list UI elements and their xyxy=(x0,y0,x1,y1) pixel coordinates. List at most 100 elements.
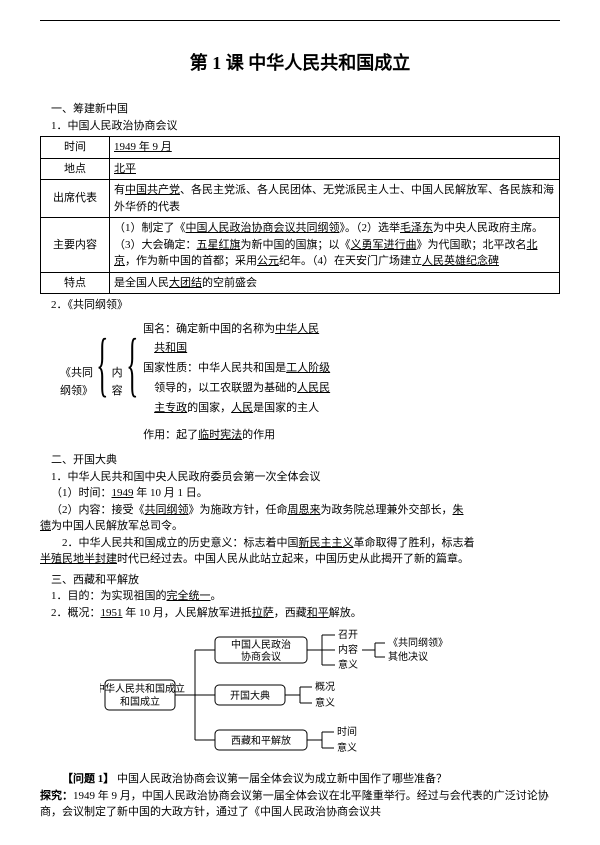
mm-n1a: 召开 xyxy=(338,630,358,641)
t: 毛泽东 xyxy=(400,222,433,234)
t: 时代已经过去。中国人民从此站立起来，中国历史从此揭开了新的篇章。 xyxy=(117,553,469,565)
t: 》为施政方针，任命 xyxy=(189,504,288,516)
t: 为政务院总理兼外交部长， xyxy=(321,504,453,516)
left-brace-icon: { xyxy=(126,320,138,447)
mm-n3b: 意义 xyxy=(337,741,357,754)
cell-place-value: 北平 xyxy=(110,158,560,180)
t: 纪年。（4）在天安门广场建立 xyxy=(279,255,422,267)
svg-text:和国成立: 和国成立 xyxy=(120,695,160,708)
bracket-mid-label: 内 容 xyxy=(110,320,125,447)
t: 》。（2）选举 xyxy=(340,222,401,234)
question-block: 【问题 1】 中国人民政治协商会议第一届全体会议为成立新中国作了哪些准备？ 探究… xyxy=(40,771,560,821)
cell-feat-label: 特点 xyxy=(41,272,110,294)
t: 五星红旗 xyxy=(197,239,241,251)
page-root: 第 1 课 中华人民共和国成立 一、筹建新中国 1．中国人民政治协商会议 时间 … xyxy=(0,0,600,845)
t: 内 xyxy=(112,365,123,383)
mm-n3a: 时间 xyxy=(337,725,357,738)
t: ，作为新中国的首都；采用 xyxy=(125,255,257,267)
bracket-diagram: 《共同 纲领》 { 内 容 { 国名：确定新中国的名称为中华人民 共和国 国家性… xyxy=(60,320,560,447)
t: 拉萨 xyxy=(252,607,274,619)
cell-place-label: 地点 xyxy=(41,158,110,180)
t: 为中国人民解放军总司令。 xyxy=(51,520,183,532)
question-text: 中国人民政治协商会议第一届全体会议为成立新中国作了哪些准备？ xyxy=(114,773,447,785)
cell-rep-label: 出席代表 xyxy=(41,180,110,218)
t: 公元 xyxy=(257,255,279,267)
t: 完全统一 xyxy=(167,590,211,602)
t: 《共同 xyxy=(60,365,93,383)
svg-text:中国人民政治: 中国人民政治 xyxy=(231,638,291,651)
t: 人民 xyxy=(231,402,253,414)
mm-n2a: 概况 xyxy=(315,680,335,693)
table-row: 特点 是全国人民大团结的空前盛会 xyxy=(41,272,560,294)
table-row: 地点 北平 xyxy=(41,158,560,180)
t: 临时宪法 xyxy=(198,429,242,441)
t: 和平 xyxy=(307,607,329,619)
t: 是全国人民 xyxy=(114,277,169,289)
mindmap-svg: 中华人民共和国成立 和国成立 中国人民政治 协商会议 开国大典 西藏和平解放 xyxy=(100,625,500,765)
t: 国名：确定新中国的名称为中华人民 xyxy=(143,320,330,340)
t: 国家性质：中华人民共和国是 xyxy=(143,362,286,374)
t: 》为代国歌；北平改名 xyxy=(417,239,527,251)
s2-line1: （1）时间：1949 年 10 月 1 日。 xyxy=(40,485,560,502)
section-3-heading: 三、西藏和平解放 xyxy=(40,572,560,589)
cell-rep-value: 有中国共产党、各民主党派、各人民团体、无党派民主人士、中国人民解放军、各民族和海… xyxy=(110,180,560,218)
t: 中国人民政治协商会议共同纲领 xyxy=(186,222,340,234)
svg-text:协商会议: 协商会议 xyxy=(241,650,281,663)
t: 。 xyxy=(211,590,222,602)
t: 2．中华人民共和国成立的历史意义：标志着中国 xyxy=(62,537,299,549)
table-row: 出席代表 有中国共产党、各民主党派、各人民团体、无党派民主人士、中国人民解放军、… xyxy=(41,180,560,218)
t: 国家性质：中华人民共和国是工人阶级 xyxy=(143,359,330,379)
mm-n2: 开国大典 xyxy=(230,689,270,702)
section-1-heading: 一、筹建新中国 xyxy=(40,101,560,118)
t: 、各民主党派、各人民团体、无党派民主人士、中国人民解放军、各民族和海外华侨的代表 xyxy=(114,184,554,213)
cell-time-value: 1949 年 9 月 xyxy=(110,137,560,159)
section-1-sub2: 2．《共同纲领》 xyxy=(40,297,560,314)
t: 有 xyxy=(114,184,125,196)
s2-sig2: 半殖民地半封建时代已经过去。中国人民从此站立起来，中国历史从此揭开了新的篇章。 xyxy=(40,551,560,568)
t: 共和国 xyxy=(154,342,187,354)
question-tag: 【问题 1】 xyxy=(62,773,114,785)
cppcc-table: 时间 1949 年 9 月 地点 北平 出席代表 有中国共产党、各民主党派、各人… xyxy=(40,136,560,294)
t: 工人阶级 xyxy=(286,362,330,374)
time-underline: 1949 年 9 月 xyxy=(114,141,172,153)
t: 的作用 xyxy=(242,429,275,441)
t: ，西藏 xyxy=(274,607,307,619)
t: 中国共产党 xyxy=(125,184,180,196)
t: 半殖民地半封建 xyxy=(40,553,117,565)
t: 人民民 xyxy=(297,382,330,394)
mm-n2b: 意义 xyxy=(315,696,335,709)
t: 作用：起了 xyxy=(143,429,198,441)
left-brace-icon: { xyxy=(96,320,108,447)
s2-line3: 德为中国人民解放军总司令。 xyxy=(40,518,560,535)
top-rule xyxy=(40,20,560,22)
t: 容 xyxy=(112,383,123,401)
t: 纲领》 xyxy=(60,383,93,401)
t: 大团结 xyxy=(169,277,202,289)
mm-n1e: 其他决议 xyxy=(388,650,428,663)
t: 的空前盛会 xyxy=(202,277,257,289)
cell-time-label: 时间 xyxy=(41,137,110,159)
t: 作用：起了临时宪法的作用 xyxy=(143,426,330,446)
t: 2．概况： xyxy=(51,607,101,619)
cell-content-value: （1）制定了《中国人民政治协商会议共同纲领》。（2）选举毛泽东为中央人民政府主席… xyxy=(110,218,560,273)
t: 德 xyxy=(40,520,51,532)
section-2-sub: 1．中华人民共和国中央人民政府委员会第一次全体会议 xyxy=(40,469,560,486)
t: 为新中国的国旗；以《 xyxy=(241,239,351,251)
answer-1: 探究：1949 年 9 月，中国人民政治协商会议第一届全体会议在北平隆重举行。经… xyxy=(40,788,560,821)
t: 1．目的：为实现祖国的 xyxy=(51,590,167,602)
section-2-heading: 二、开国大典 xyxy=(40,452,560,469)
bracket-content: 国名：确定新中国的名称为中华人民 共和国 国家性质：中华人民共和国是工人阶级 领… xyxy=(139,320,330,447)
t: 国名：确定新中国的名称为 xyxy=(143,323,275,335)
s2-line2: （2）内容：接受《共同纲领》为施政方针，任命周恩来为政务院总理兼外交部长，朱 xyxy=(40,502,560,519)
page-title: 第 1 课 中华人民共和国成立 xyxy=(40,50,560,77)
t: （1）制定了《 xyxy=(114,222,186,234)
question-1: 【问题 1】 中国人民政治协商会议第一届全体会议为成立新中国作了哪些准备？ xyxy=(40,771,560,788)
answer-tag: 探究： xyxy=(40,790,73,802)
s3-line1: 1．目的：为实现祖国的完全统一。 xyxy=(40,588,560,605)
mm-n1c: 意义 xyxy=(338,658,358,671)
bracket-left-label: 《共同 纲领》 xyxy=(60,320,95,447)
s2-sig1: 2．中华人民共和国成立的历史意义：标志着中国新民主主义革命取得了胜利，标志着 xyxy=(40,535,560,552)
cell-feat-value: 是全国人民大团结的空前盛会 xyxy=(110,272,560,294)
t: 周恩来 xyxy=(288,504,321,516)
s3-line2: 2．概况：1951 年 10 月，人民解放军进抵拉萨，西藏和平解放。 xyxy=(40,605,560,622)
